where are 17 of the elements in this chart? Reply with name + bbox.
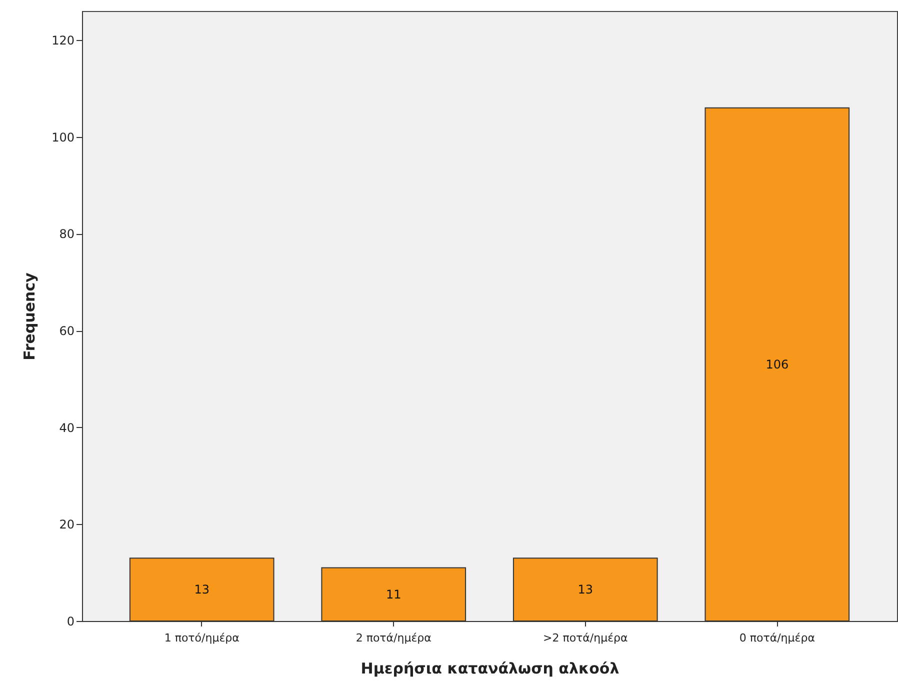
y-tick-label: 0 [66, 614, 74, 628]
data-label: 13 [578, 582, 594, 597]
data-label: 106 [766, 357, 789, 372]
y-tick-label: 40 [59, 420, 74, 435]
y-tick-label: 20 [59, 518, 74, 532]
data-label: 11 [386, 587, 402, 602]
x-tick-label: 0 ποτά/ημέρα [739, 632, 815, 644]
x-tick-label: 2 ποτά/ημέρα [356, 632, 432, 644]
y-axis-title: Frequency [20, 272, 39, 360]
y-tick-label: 100 [52, 130, 74, 144]
x-axis-title: Ημερήσια κατανάλωση αλκοόλ [360, 660, 620, 678]
y-tick-label: 120 [52, 34, 74, 48]
x-tick-label: >2 ποτά/ημέρα [542, 632, 628, 644]
x-tick-label: 1 ποτό/ημέρα [164, 632, 240, 644]
data-label: 13 [194, 582, 210, 597]
y-tick-label: 80 [59, 227, 74, 242]
y-tick-label: 60 [59, 324, 74, 338]
